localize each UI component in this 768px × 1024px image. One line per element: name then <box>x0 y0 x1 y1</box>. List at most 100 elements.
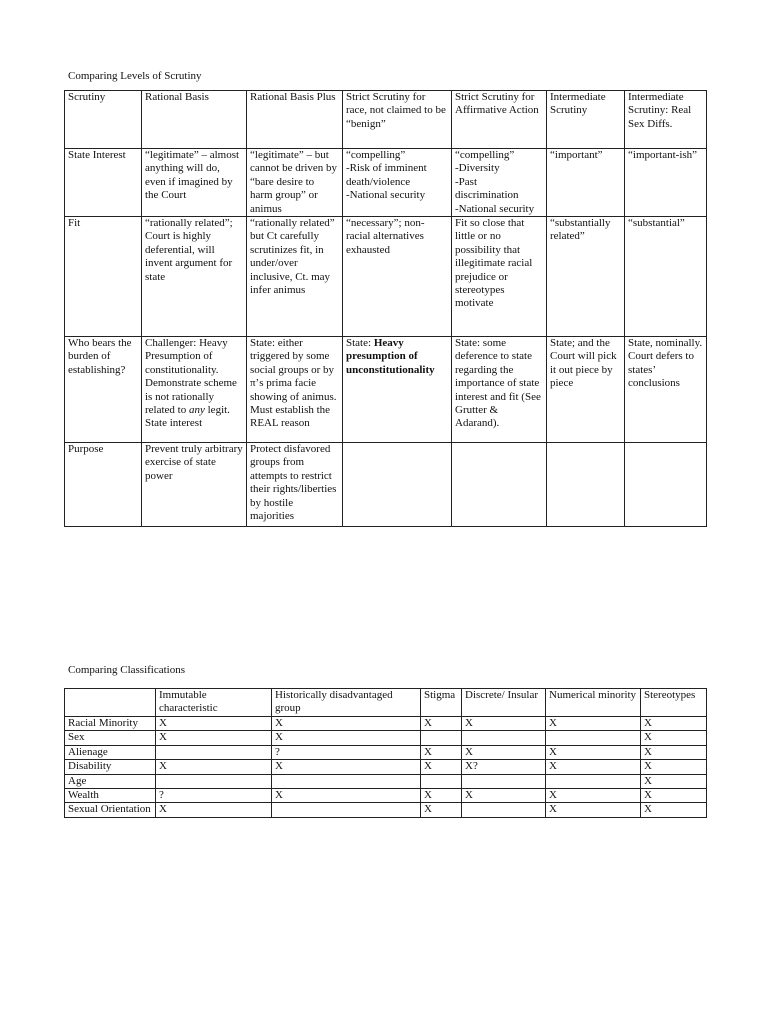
table-cell: X <box>271 788 421 804</box>
table-cell: X <box>640 759 707 775</box>
table-cell: X <box>155 802 272 818</box>
header-row: Scrutiny Rational Basis Rational Basis Plu… <box>64 90 707 149</box>
row-header: Who bears the burden of establishing? <box>64 336 142 444</box>
table-cell <box>545 730 641 746</box>
table-cell: “legitimate” – but cannot be driven by “… <box>246 147 343 218</box>
table-cell: State, nominally. Court defers to states… <box>624 336 707 444</box>
table-cell: X <box>271 715 421 732</box>
table-cell: X <box>640 744 707 761</box>
scrutiny-table-title: Comparing Levels of Scrutiny <box>68 70 202 82</box>
table-cell: X <box>640 715 707 732</box>
table-cell: X <box>545 802 641 818</box>
cell-text-segment: Heavy presumption of unconstitutionality <box>346 337 435 376</box>
table-cell: “legitimate” – almost anything will do, … <box>141 147 247 218</box>
table-cell: X <box>640 730 707 746</box>
column-header: Stereotypes <box>640 688 707 717</box>
table-row: Who bears the burden of establishing? Cha… <box>64 336 707 444</box>
table-cell <box>420 730 462 746</box>
row-header: Sex <box>64 730 156 746</box>
column-header: Stigma <box>420 688 462 717</box>
table-cell: X <box>420 802 462 818</box>
table-cell <box>342 442 452 528</box>
row-header: Disability <box>64 759 156 775</box>
table-cell <box>461 773 546 790</box>
column-header: Rational Basis <box>141 90 247 149</box>
cell-text-segment: legit. State interest <box>145 404 230 430</box>
table-cell: X? <box>461 759 546 775</box>
row-header: Fit <box>64 216 142 338</box>
table-cell: X <box>155 730 272 746</box>
table-cell <box>545 773 641 790</box>
table-cell: Fit so close that little or no possibili… <box>451 216 547 338</box>
row-header: Alienage <box>64 744 156 761</box>
table-cell: State; and the Court will pick it out pi… <box>546 336 625 444</box>
table-cell: Protect disfavored groups from attempts … <box>246 442 343 528</box>
column-header: Immutable characteristic <box>155 688 272 717</box>
table-cell <box>461 802 546 818</box>
column-header: Rational Basis Plus <box>246 90 343 149</box>
table-cell: X <box>420 759 462 775</box>
header-row: Immutable characteristic Historically dis… <box>64 688 707 717</box>
table-row: State Interest “legitimate” – almost anyt… <box>64 147 707 218</box>
table-cell: “substantial” <box>624 216 707 338</box>
row-header: Age <box>64 773 156 790</box>
table-cell: “compelling” -Diversity -Past discrimina… <box>451 147 547 218</box>
table-cell: X <box>640 773 707 790</box>
column-header: Numerical minority <box>545 688 641 717</box>
column-header: Strict Scrutiny for Affirmative Action <box>451 90 547 149</box>
table-cell <box>155 773 272 790</box>
table-cell <box>546 442 625 528</box>
column-header <box>64 688 156 717</box>
table-cell: State: Heavy presumption of unconstituti… <box>342 336 452 444</box>
table-cell <box>155 744 272 761</box>
table-cell <box>451 442 547 528</box>
table-cell: ? <box>271 744 421 761</box>
table-cell: “important-ish” <box>624 147 707 218</box>
row-header: Racial Minority <box>64 715 156 732</box>
table-row: Disability X X X X? X X <box>64 759 707 775</box>
table-row: Sexual Orientation X X X X <box>64 802 707 818</box>
row-header: State Interest <box>64 147 142 218</box>
table-cell: X <box>155 759 272 775</box>
table-cell: X <box>271 759 421 775</box>
cell-text-segment: State: <box>346 337 374 350</box>
row-header: Wealth <box>64 788 156 804</box>
cell-text-segment: Challenger: Heavy Presumption of constit… <box>145 337 237 417</box>
table-cell: State: some deference to state regarding… <box>451 336 547 444</box>
table-cell: X <box>155 715 272 732</box>
column-header: Strict Scrutiny for race, not claimed to… <box>342 90 452 149</box>
column-header: Intermediate Scrutiny: Real Sex Diffs. <box>624 90 707 149</box>
table-cell: “important” <box>546 147 625 218</box>
table-cell: “rationally related” but Ct carefully sc… <box>246 216 343 338</box>
table-cell <box>420 773 462 790</box>
table-cell: X <box>640 788 707 804</box>
table-cell: X <box>420 744 462 761</box>
table-row: Racial Minority X X X X X X <box>64 715 707 732</box>
table-cell: X <box>545 759 641 775</box>
table-cell <box>624 442 707 528</box>
table-cell: X <box>461 788 546 804</box>
table-cell: State: either triggered by some social g… <box>246 336 343 444</box>
table-cell: “rationally related”; Court is highly de… <box>141 216 247 338</box>
table-cell <box>271 802 421 818</box>
table-cell: X <box>420 715 462 732</box>
column-header: Intermediate Scrutiny <box>546 90 625 149</box>
column-header: Historically disadvantaged group <box>271 688 421 717</box>
table-cell: X <box>420 788 462 804</box>
table-cell <box>271 773 421 790</box>
table-cell: X <box>640 802 707 818</box>
table-cell: ? <box>155 788 272 804</box>
table-row: Sex X X X <box>64 730 707 746</box>
table-cell <box>461 730 546 746</box>
table-cell: Challenger: Heavy Presumption of constit… <box>141 336 247 444</box>
table-cell: X <box>545 788 641 804</box>
table-cell: “substantially related” <box>546 216 625 338</box>
cell-text-segment: any <box>188 404 205 417</box>
table-cell: X <box>461 715 546 732</box>
scrutiny-comparison-table: Scrutiny Rational Basis Rational Basis Plu… <box>64 90 707 528</box>
table-cell: X <box>461 744 546 761</box>
table-cell: “compelling” -Risk of imminent death/vio… <box>342 147 452 218</box>
column-header: Scrutiny <box>64 90 142 149</box>
row-header: Sexual Orientation <box>64 802 156 818</box>
column-header: Discrete/ Insular <box>461 688 546 717</box>
